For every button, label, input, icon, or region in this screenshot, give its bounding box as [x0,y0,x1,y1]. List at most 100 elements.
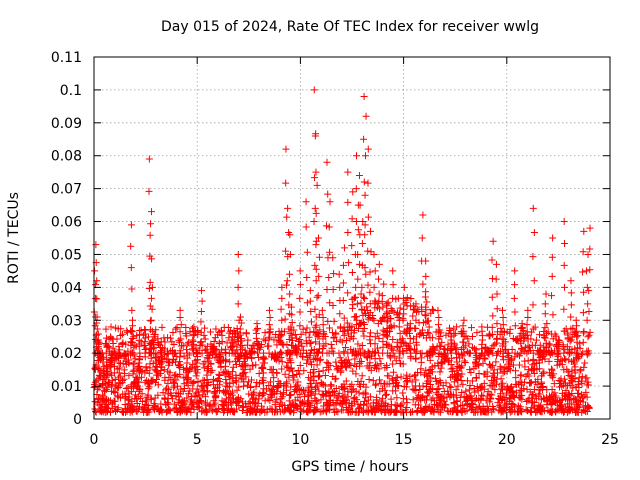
data-point [320,342,328,350]
data-point [412,349,420,357]
band-marker [225,394,233,402]
data-point [579,309,587,317]
data-point [311,305,319,313]
data-point [311,132,319,140]
data-point [353,152,361,160]
data-point [498,306,506,314]
band-marker [465,340,473,348]
data-point [209,344,217,352]
data-point [379,303,387,311]
data-point [164,379,172,387]
data-point [164,367,172,375]
data-point [524,335,532,343]
band-marker [537,372,545,380]
data-point [361,152,369,160]
data-point [319,314,327,322]
data-point [549,234,557,242]
data-point [145,187,153,195]
band-marker [489,405,497,413]
band-marker [361,294,369,302]
band-marker [575,354,583,362]
band-marker [447,373,455,381]
data-point [529,325,537,333]
band-marker [555,383,563,391]
data-point [529,204,537,212]
data-point [164,355,172,363]
band-marker [164,334,172,342]
band-marker [349,407,357,415]
band-marker [403,399,411,407]
band-marker [148,337,156,345]
band-marker [393,394,401,402]
data-point [183,369,191,377]
data-point [189,336,197,344]
data-point [130,344,138,352]
data-point [216,359,224,367]
data-point [210,343,218,351]
band-marker [118,340,126,348]
band-marker [359,390,367,398]
band-marker [284,358,292,366]
data-point [259,379,267,387]
band-marker [443,407,451,415]
band-marker [291,396,299,404]
band-marker [327,397,335,405]
data-point [253,320,261,328]
data-point [307,307,315,315]
data-point [296,308,304,316]
band-marker [99,408,107,416]
band-marker [546,341,554,349]
band-marker [145,383,153,391]
data-point [177,342,185,350]
band-marker [526,344,534,352]
y-tick-label: 0.09 [51,116,82,132]
band-marker [170,378,178,386]
band-marker [575,374,583,382]
band-marker [190,403,198,411]
data-point [435,342,443,350]
band-marker [275,403,283,411]
band-marker [410,372,418,380]
band-marker [448,372,456,380]
band-marker [498,396,506,404]
band-marker [444,390,452,398]
band-marker [501,406,509,414]
band-marker [317,379,325,387]
data-point [306,287,314,295]
band-marker [119,360,127,368]
data-point [197,339,205,347]
data-point [284,204,292,212]
band-marker [238,407,246,415]
band-marker [144,408,152,416]
data-point [222,349,230,357]
band-marker [169,329,177,337]
band-marker [321,371,329,379]
band-marker [529,398,537,406]
band-marker [213,377,221,385]
band-marker [325,387,333,395]
band-marker [542,393,550,401]
band-marker [255,395,263,403]
band-marker [467,368,475,376]
band-marker [396,359,404,367]
data-point [483,346,491,354]
band-marker [182,373,190,381]
band-marker [294,404,302,412]
band-marker [527,378,535,386]
band-marker [375,405,383,413]
data-point [348,322,356,330]
band-marker [536,331,544,339]
band-marker [319,367,327,375]
data-point [197,318,205,326]
data-point [352,185,360,193]
band-marker [408,378,416,386]
data-point [400,305,408,313]
band-marker [372,348,380,356]
data-point [344,168,352,176]
data-point [399,349,407,357]
band-marker [530,385,538,393]
band-marker [161,395,169,403]
band-marker [371,381,379,389]
data-point [324,190,332,198]
band-marker [142,363,150,371]
